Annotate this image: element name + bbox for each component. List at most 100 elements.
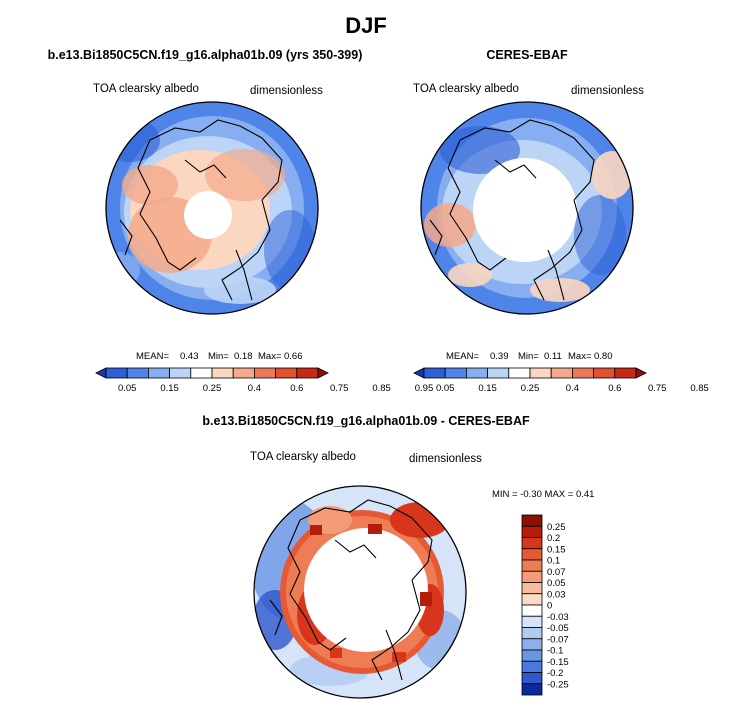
difference-colorbar-tick-label: -0.2	[547, 668, 563, 679]
difference-colorbar-tick-label: -0.1	[547, 646, 563, 657]
difference-colorbar-tick-label: 0.15	[547, 544, 566, 555]
difference-colorbar: 0.250.20.150.10.070.050.030-0.03-0.05-0.…	[521, 514, 569, 696]
difference-colorbar-tick-label: 0.07	[547, 567, 566, 578]
model-colorbar-cell	[126, 367, 149, 379]
obs-colorbar-cell	[413, 367, 425, 379]
model-colorbar-cell	[232, 367, 255, 379]
obs-colorbar: 0.05 0.15 0.25 0.4 0.6 0.75 0.85 0.95	[413, 367, 733, 394]
difference-colorbar-cell	[521, 638, 543, 651]
difference-colorbar-cell	[521, 672, 543, 685]
difference-colorbar-cell	[521, 683, 543, 696]
obs-panel-header: CERES-EBAF	[486, 48, 568, 62]
model-colorbar-cell	[147, 367, 170, 379]
obs-mean-value: 0.39	[490, 351, 509, 362]
obs-max-label: Max=	[568, 351, 592, 362]
obs-colorbar-cell	[529, 367, 552, 379]
model-colorbar-tick-label: 0.75	[330, 383, 349, 394]
obs-colorbar-tick-label: 0.05	[436, 383, 455, 394]
obs-colorbar-cell	[423, 367, 446, 379]
difference-colorbar-cell	[521, 582, 543, 595]
difference-colorbar-tick-label: -0.07	[547, 634, 569, 645]
difference-colorbar-cell	[521, 604, 543, 617]
difference-colorbar-cell	[521, 593, 543, 606]
difference-colorbar-tick-label: 0.2	[547, 533, 560, 544]
model-colorbar-tick-label: 0.4	[248, 383, 261, 394]
difference-colorbar-cell	[521, 570, 543, 583]
obs-colorbar-tick-label: 0.15	[478, 383, 497, 394]
model-colorbar-cell	[95, 367, 107, 379]
obs-colorbar-cell	[593, 367, 616, 379]
model-colorbar-cell	[190, 367, 213, 379]
difference-polar-map	[253, 485, 467, 699]
model-units-label: dimensionless	[250, 85, 323, 97]
model-colorbar-cell	[275, 367, 298, 379]
obs-colorbar-tick-label: 0.4	[566, 383, 579, 394]
obs-max-value: 0.80	[594, 351, 613, 362]
model-min-label: Min=	[208, 351, 229, 362]
obs-colorbar-tick-label: 0.85	[690, 383, 709, 394]
model-colorbar-tick-label: 0.85	[372, 383, 391, 394]
model-colorbar: 0.05 0.15 0.25 0.4 0.6 0.75 0.85 0.95	[95, 367, 434, 394]
model-colorbar-tick-label: 0.25	[203, 383, 222, 394]
obs-colorbar-cell	[572, 367, 595, 379]
model-colorbar-cell	[317, 367, 329, 379]
difference-minmax: MIN = -0.30 MAX = 0.41	[492, 489, 594, 500]
figure-title: DJF	[345, 13, 387, 38]
model-min-value: 0.18	[234, 351, 253, 362]
obs-mean-label: MEAN=	[446, 351, 479, 362]
model-stats: MEAN= 0.43 Min= 0.18 Max= 0.66	[136, 351, 303, 362]
model-colorbar-cell	[296, 367, 319, 379]
model-mean-label: MEAN=	[136, 351, 169, 362]
obs-colorbar-tick-label: 0.75	[648, 383, 667, 394]
difference-colorbar-cell	[521, 537, 543, 550]
difference-panel-header: b.e13.Bi1850C5CN.f19_g16.alpha01b.09 - C…	[202, 414, 530, 428]
difference-colorbar-cell	[521, 627, 543, 640]
obs-colorbar-tick-label: 0.6	[608, 383, 621, 394]
difference-colorbar-cell	[521, 548, 543, 561]
obs-colorbar-cell	[444, 367, 467, 379]
obs-colorbar-cell	[635, 367, 647, 379]
difference-colorbar-cell	[521, 525, 543, 538]
obs-colorbar-cell	[487, 367, 510, 379]
difference-colorbar-tick-label: 0.25	[547, 522, 566, 533]
obs-stats: MEAN= 0.39 Min= 0.11 Max= 0.80	[446, 351, 613, 362]
model-max-label: Max=	[258, 351, 282, 362]
obs-variable-label: TOA clearsky albedo	[413, 83, 519, 95]
difference-colorbar-tick-label: 0.03	[547, 589, 566, 600]
obs-min-label: Min=	[518, 351, 539, 362]
difference-colorbar-tick-label: -0.25	[547, 679, 569, 690]
difference-colorbar-cell	[521, 514, 543, 527]
obs-colorbar-cell	[508, 367, 531, 379]
difference-colorbar-tick-label: 0.1	[547, 556, 560, 567]
model-colorbar-tick-label: 0.6	[290, 383, 303, 394]
obs-units-label: dimensionless	[571, 85, 644, 97]
model-colorbar-cell	[169, 367, 192, 379]
model-panel-header: b.e13.Bi1850C5CN.f19_g16.alpha01b.09 (yr…	[48, 48, 363, 62]
model-max-value: 0.66	[284, 351, 303, 362]
model-colorbar-cell	[253, 367, 276, 379]
difference-colorbar-tick-label: -0.05	[547, 623, 569, 634]
difference-colorbar-tick-label: 0.05	[547, 578, 566, 589]
model-colorbar-tick-label: 0.05	[118, 383, 137, 394]
obs-colorbar-cell	[465, 367, 488, 379]
obs-colorbar-tick-label: 0.25	[521, 383, 540, 394]
difference-colorbar-tick-label: -0.15	[547, 657, 569, 668]
obs-min-value: 0.11	[544, 351, 562, 362]
model-colorbar-cell	[211, 367, 234, 379]
difference-colorbar-tick-label: 0	[547, 601, 552, 612]
difference-colorbar-cell	[521, 660, 543, 673]
model-colorbar-cell	[105, 367, 128, 379]
difference-colorbar-cell	[521, 559, 543, 572]
obs-polar-map	[420, 101, 634, 315]
model-mean-value: 0.43	[180, 351, 199, 362]
difference-units-label: dimensionless	[409, 453, 482, 465]
obs-colorbar-cell	[614, 367, 637, 379]
obs-colorbar-cell	[550, 367, 573, 379]
difference-colorbar-tick-label: -0.03	[547, 612, 569, 623]
model-colorbar-tick-label: 0.95	[415, 383, 434, 394]
model-variable-label: TOA clearsky albedo	[93, 83, 199, 95]
model-polar-map	[105, 101, 319, 315]
difference-colorbar-cell	[521, 649, 543, 662]
model-colorbar-tick-label: 0.15	[160, 383, 179, 394]
